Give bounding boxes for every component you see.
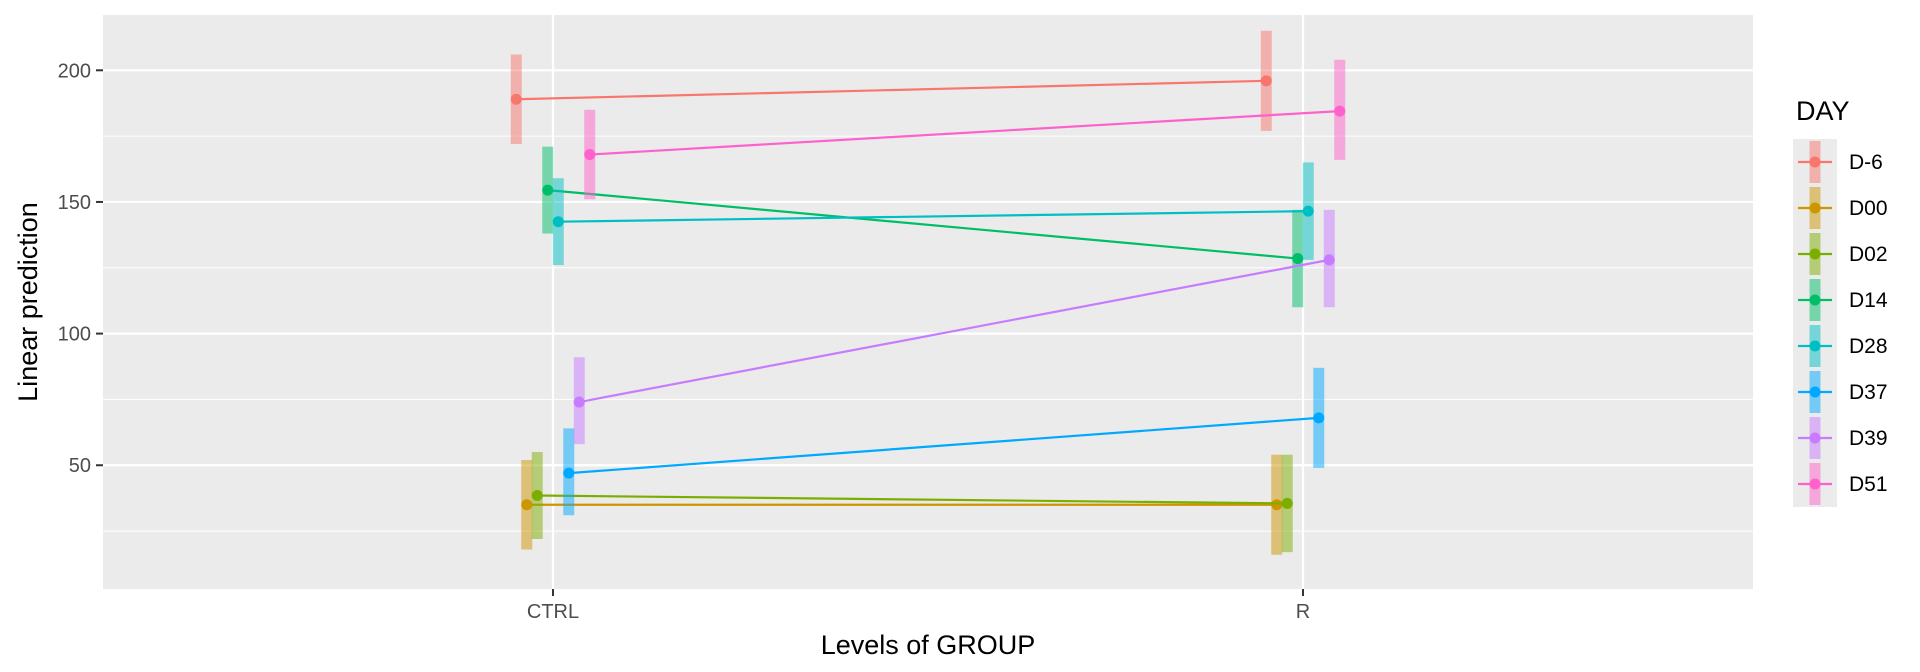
legend-label: D02 — [1849, 243, 1888, 266]
legend-item: D14 — [1793, 277, 1888, 323]
legend-item: D-6 — [1793, 139, 1883, 185]
y-tick-label: 50 — [69, 455, 91, 477]
plot-panel — [103, 15, 1753, 589]
series-D28 — [552, 162, 1314, 266]
y-tick-label: 100 — [58, 324, 91, 346]
legend-label: D00 — [1849, 197, 1888, 220]
legend-label: D51 — [1849, 473, 1888, 496]
data-point — [1334, 105, 1346, 117]
legend-label: D37 — [1849, 381, 1888, 404]
series-line — [537, 494, 1288, 505]
series-layer — [510, 30, 1346, 555]
series-line — [558, 210, 1309, 223]
legend-label: D14 — [1849, 289, 1888, 312]
data-point — [1292, 253, 1304, 265]
series-line — [589, 110, 1340, 156]
y-tick-label: 150 — [58, 192, 91, 214]
legend-item: D02 — [1793, 231, 1888, 277]
series-line — [547, 189, 1298, 260]
legend-label: D39 — [1849, 427, 1888, 450]
data-point — [1302, 205, 1314, 217]
data-point — [1313, 412, 1325, 424]
legend-key-point — [1809, 478, 1821, 490]
legend-item: D37 — [1793, 369, 1888, 415]
y-axis-title: Linear prediction — [13, 202, 43, 402]
data-point — [1271, 499, 1283, 511]
data-point — [1323, 254, 1335, 266]
legend-label: D-6 — [1849, 151, 1883, 174]
series-D37 — [563, 367, 1325, 516]
legend-key-point — [1809, 248, 1821, 260]
data-point — [531, 490, 543, 502]
legend-item: D39 — [1793, 415, 1888, 461]
series-D39 — [573, 209, 1335, 445]
y-tick-label: 200 — [58, 60, 91, 82]
x-axis-title: Levels of GROUP — [821, 630, 1036, 660]
minor-grid — [103, 135, 1753, 532]
data-point — [521, 499, 533, 511]
series-D51 — [584, 59, 1346, 200]
data-point — [584, 149, 596, 161]
series-line — [516, 79, 1267, 101]
legend-item: D00 — [1793, 185, 1888, 231]
legend-key-point — [1809, 386, 1821, 398]
series-D00 — [521, 454, 1283, 555]
legend-title: DAY — [1796, 96, 1850, 126]
series-D02 — [531, 452, 1293, 553]
legend-label: D28 — [1849, 335, 1888, 358]
data-point — [552, 216, 564, 228]
series-line — [568, 416, 1319, 475]
legend-item: D28 — [1793, 323, 1888, 369]
legend-key-point — [1809, 432, 1821, 444]
major-grid — [103, 15, 1753, 589]
x-tick-label: R — [1296, 601, 1310, 623]
legend: DAY D-6 D00 D02 D14 D28 D37 D39 D51 — [1793, 96, 1888, 507]
x-axis: CTRL R — [527, 589, 1310, 623]
data-point — [563, 467, 575, 479]
legend-key-point — [1809, 156, 1821, 168]
series-D-6 — [510, 30, 1272, 145]
series-line — [579, 258, 1330, 404]
legend-key-point — [1809, 202, 1821, 214]
legend-key-point — [1809, 340, 1821, 352]
legend-item: D51 — [1793, 461, 1888, 507]
data-point — [510, 93, 522, 105]
x-tick-label: CTRL — [527, 601, 579, 623]
legend-key-point — [1809, 294, 1821, 306]
data-point — [542, 184, 554, 196]
data-point — [1260, 75, 1272, 87]
y-axis: 50 100 150 200 — [58, 60, 103, 477]
series-D14 — [542, 146, 1304, 308]
data-point — [1281, 497, 1293, 509]
data-point — [573, 396, 585, 408]
